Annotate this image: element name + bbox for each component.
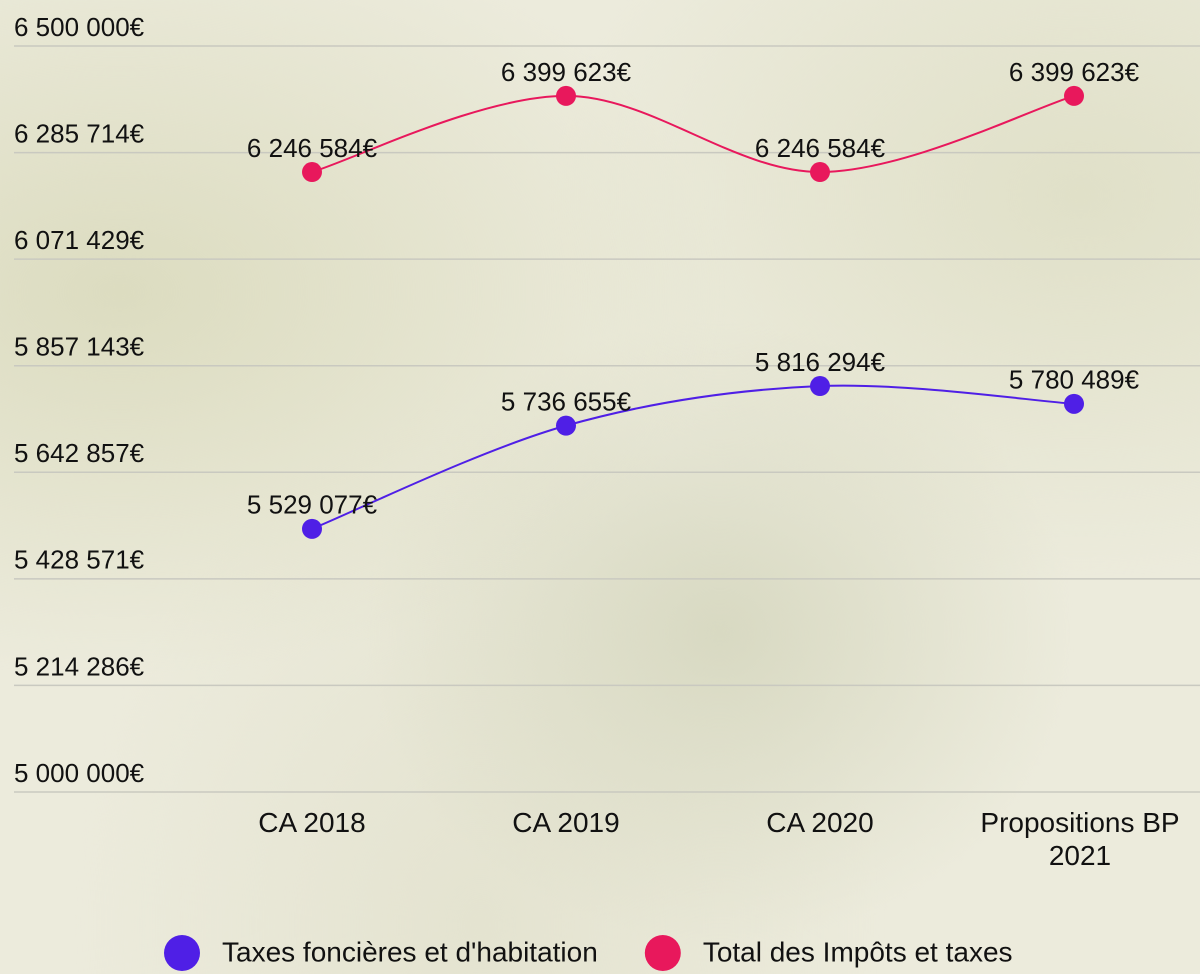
- series-line: [312, 386, 1074, 529]
- data-label: 5 736 655€: [501, 387, 632, 417]
- x-tick-label: CA 2020: [695, 806, 945, 839]
- y-tick-label: 6 500 000€: [14, 12, 145, 42]
- x-tick-label: CA 2019: [441, 806, 691, 839]
- legend-marker: [164, 935, 200, 971]
- y-tick-label: 5 642 857€: [14, 438, 145, 468]
- data-label: 5 529 077€: [247, 490, 378, 520]
- data-label: 6 246 584€: [755, 133, 886, 163]
- data-point: [810, 162, 830, 182]
- data-label: 5 816 294€: [755, 347, 886, 377]
- x-tick-label: Propositions BP 2021: [955, 806, 1200, 872]
- y-tick-label: 5 000 000€: [14, 758, 145, 788]
- data-label: 6 399 623€: [501, 57, 632, 87]
- y-tick-label: 5 857 143€: [14, 332, 145, 362]
- y-tick-label: 6 071 429€: [14, 225, 145, 255]
- data-point: [302, 162, 322, 182]
- series-line: [312, 96, 1074, 172]
- legend-marker: [645, 935, 681, 971]
- y-tick-label: 5 428 571€: [14, 545, 145, 575]
- x-tick-label: CA 2018: [187, 806, 437, 839]
- data-point: [810, 376, 830, 396]
- data-label: 6 246 584€: [247, 133, 378, 163]
- y-tick-label: 5 214 286€: [14, 651, 145, 681]
- data-label: 6 399 623€: [1009, 57, 1140, 87]
- data-point: [556, 86, 576, 106]
- data-label: 5 780 489€: [1009, 365, 1140, 395]
- data-point: [1064, 394, 1084, 414]
- data-point: [556, 416, 576, 436]
- y-tick-label: 6 285 714€: [14, 118, 145, 148]
- data-point: [302, 519, 322, 539]
- page: 5 000 000€ 5 214 286€ 5 428 571€ 5 642 857€…: [0, 0, 1200, 974]
- data-point: [1064, 86, 1084, 106]
- legend-label: Total des Impôts et taxes: [703, 936, 1013, 967]
- legend-label: Taxes foncières et d'habitation: [222, 936, 598, 967]
